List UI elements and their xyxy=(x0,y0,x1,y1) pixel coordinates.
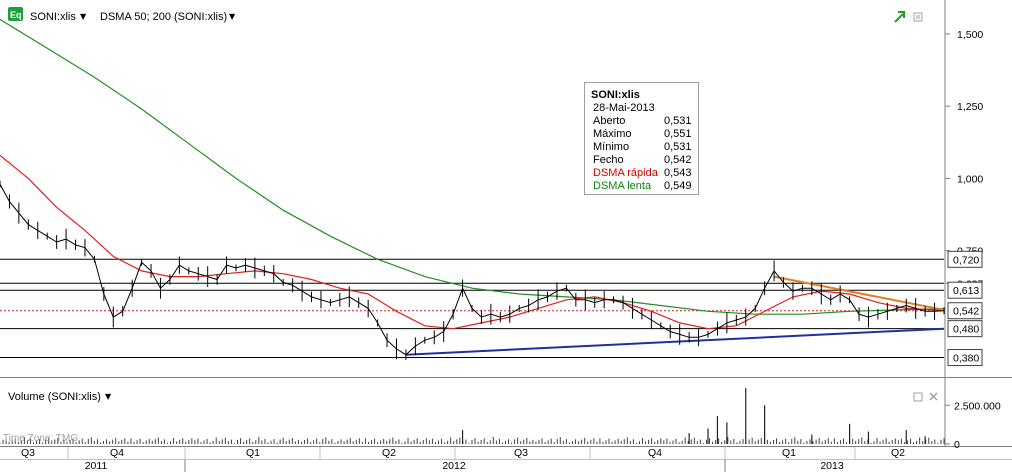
tooltip-title: SONI:xlis xyxy=(591,89,640,101)
quarter-label: Q3 xyxy=(514,447,528,459)
quarter-label: Q3 xyxy=(21,447,35,459)
volume-close-icon[interactable] xyxy=(929,392,938,401)
volume-axis-tick-label: 0 xyxy=(954,439,960,451)
fast-ma-group xyxy=(0,154,945,330)
symbol-label[interactable]: SONI:xlis xyxy=(30,11,76,23)
volume-axis-ticks: 2.500.000 0 xyxy=(945,400,1001,451)
price-marker-label: 0,720 xyxy=(953,254,979,266)
price-marker-box xyxy=(947,250,983,268)
trendline xyxy=(405,327,945,356)
slow-ma-group xyxy=(0,18,945,315)
quarter-label: Q4 xyxy=(110,447,124,459)
price-group xyxy=(0,180,945,360)
volume-axis-bg xyxy=(946,380,1012,446)
price-marker-label: 0,380 xyxy=(953,353,979,365)
price-marker-box xyxy=(947,302,983,320)
tooltip-row-value: 0,543 xyxy=(664,167,692,179)
quarter-labels: Q3 Q4 Q1 Q2 Q3 Q4 Q1 Q2 xyxy=(21,447,905,459)
indicator-label[interactable]: DSMA 50; 200 (SONI:xlis) xyxy=(100,11,227,23)
tooltip-row-value: 0,531 xyxy=(664,115,692,127)
year-labels: 2011 2012 2013 xyxy=(85,460,844,472)
symbol-dropdown-icon[interactable]: ▼ xyxy=(80,12,87,21)
volume-bars xyxy=(0,388,945,444)
price-marker-box xyxy=(947,281,983,299)
tooltip-row-label: DSMA lenta xyxy=(593,180,652,192)
tooltip-row-label: Máximo xyxy=(593,128,632,140)
maximize-icon[interactable] xyxy=(913,12,923,22)
quarter-label: Q4 xyxy=(648,447,662,459)
quarter-label: Q1 xyxy=(782,447,796,459)
price-marker-label: 0,480 xyxy=(953,324,979,336)
tooltip-row-label: Mínimo xyxy=(593,141,629,153)
indicator-dropdown-icon[interactable]: ▼ xyxy=(229,12,236,21)
fast-ma-line xyxy=(0,154,945,330)
quarter-label: Q2 xyxy=(382,447,396,459)
eq-badge[interactable] xyxy=(8,7,23,21)
volume-axis-tick-label: 2.500.000 xyxy=(954,400,1001,412)
price-marker-box xyxy=(947,349,983,367)
timezone-label: Time Zone: TMG xyxy=(3,433,78,444)
slow-ma-line xyxy=(0,18,945,315)
tooltip-date: 28-Mai-2013 xyxy=(593,102,655,114)
tooltip-row-label: DSMA rápida xyxy=(593,167,659,179)
price-axis-tick-label: 1,500 xyxy=(957,29,983,41)
eq-badge-label: Eq xyxy=(10,10,22,20)
year-label: 2011 xyxy=(85,460,108,472)
price-marker-label: 0,613 xyxy=(953,285,979,297)
quarter-label: Q1 xyxy=(246,447,260,459)
quarter-label: Q2 xyxy=(891,447,905,459)
volume-title: Volume (SONI:xlis) xyxy=(8,391,101,403)
tooltip-row-label: Aberto xyxy=(593,115,625,127)
year-label: 2013 xyxy=(820,460,844,472)
year-label: 2012 xyxy=(442,460,466,472)
tooltip-row-value: 0,542 xyxy=(664,154,692,166)
tooltip-row-value: 0,551 xyxy=(664,128,692,140)
volume-maximize-icon[interactable] xyxy=(913,392,923,402)
volume-dropdown-icon[interactable]: ▼ xyxy=(105,392,112,401)
tooltip-row-label: Fecho xyxy=(593,154,624,166)
price-marker-label: 0,542 xyxy=(953,306,979,318)
price-axis-tick-label: 1,250 xyxy=(957,101,983,113)
green-arrow-icon[interactable] xyxy=(894,11,905,23)
tooltip-rows: Aberto 0,531 Máximo 0,551 Mínimo 0,531 Fecho 0,… xyxy=(593,115,692,192)
data-tooltip: SONI:xlis 28-Mai-2013 Aberto 0,531 Máximo 0… xyxy=(584,82,699,195)
tooltip-row-value: 0,531 xyxy=(664,141,692,153)
price-axis-tick-label: 1,000 xyxy=(957,173,983,185)
tooltip-row-value: 0,549 xyxy=(664,180,692,192)
price-axis-markers: 0,720 0,613 0,542 0,480 0,380 xyxy=(947,250,983,367)
price-marker-box xyxy=(947,320,983,338)
